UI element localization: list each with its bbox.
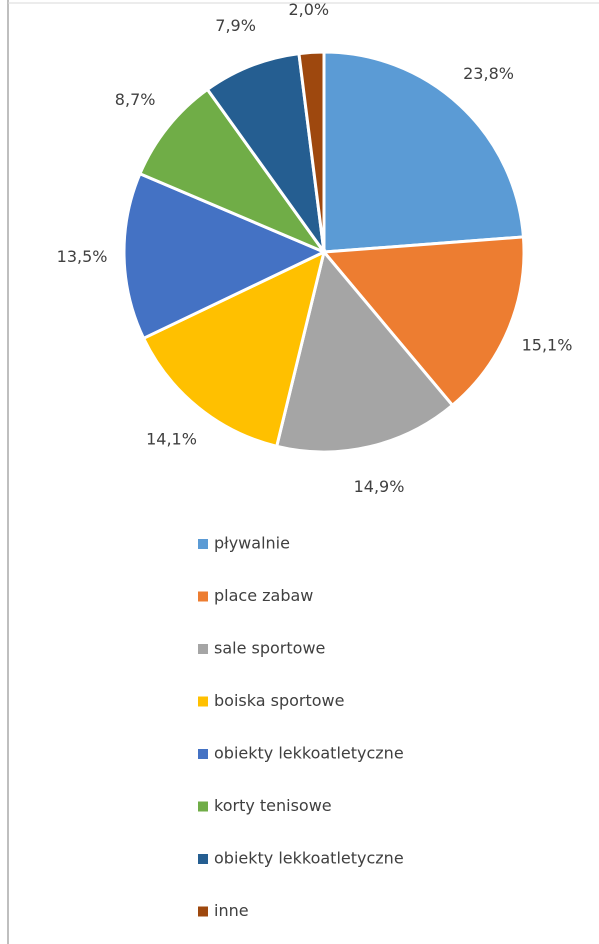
pie-slice <box>320 235 526 408</box>
legend-swatch <box>198 749 208 759</box>
data-label: 13,5% <box>57 247 108 266</box>
legend-swatch <box>198 539 208 549</box>
legend-label: place zabaw <box>214 586 313 605</box>
legend-swatch <box>198 906 208 917</box>
legend-label: obiekty lekkoatletyczne <box>214 849 404 868</box>
legend-label: inne <box>214 901 249 920</box>
legend-label: korty tenisowe <box>214 796 332 815</box>
data-label: 2,0% <box>288 0 329 19</box>
legend-swatch <box>198 854 208 864</box>
data-label: 7,9% <box>215 16 256 35</box>
data-label: 14,1% <box>146 429 197 448</box>
legend-label: obiekty lekkoatletyczne <box>214 744 404 763</box>
data-label: 8,7% <box>115 90 156 109</box>
pie-slice <box>122 171 328 341</box>
pie-slice <box>205 51 326 253</box>
legend-swatch <box>198 591 208 602</box>
pie-slice <box>297 50 326 253</box>
data-label: 15,1% <box>522 336 573 355</box>
pie-slice <box>141 249 327 449</box>
data-label: 23,8% <box>463 64 514 83</box>
legend-swatch <box>198 644 208 654</box>
legend-label: pływalnie <box>214 534 290 553</box>
legend-label: sale sportowe <box>214 639 325 658</box>
legend-swatch <box>198 696 208 707</box>
legend-label: boiska sportowe <box>214 691 344 710</box>
legend-swatch <box>198 801 208 812</box>
data-label: 14,9% <box>354 477 405 496</box>
pie-slice <box>322 50 526 254</box>
pie-slice <box>137 87 329 256</box>
pie-slice <box>274 248 455 454</box>
